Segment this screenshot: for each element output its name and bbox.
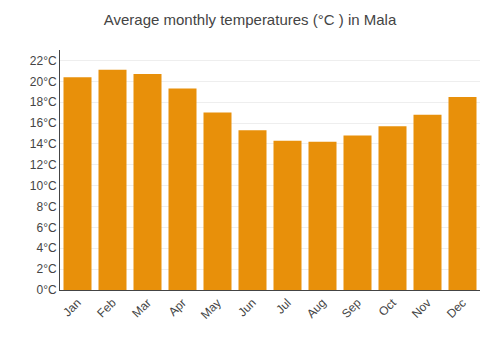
svg-text:Mar: Mar [129, 296, 154, 321]
svg-text:18°C: 18°C [30, 95, 57, 109]
svg-text:4°C: 4°C [36, 241, 56, 255]
svg-text:20°C: 20°C [30, 75, 57, 89]
svg-text:Sep: Sep [339, 296, 364, 321]
svg-text:May: May [198, 296, 224, 322]
svg-text:Nov: Nov [409, 296, 434, 321]
svg-text:Oct: Oct [376, 295, 400, 319]
svg-text:Jan: Jan [60, 296, 84, 320]
svg-text:12°C: 12°C [30, 158, 57, 172]
svg-text:10°C: 10°C [30, 179, 57, 193]
svg-text:0°C: 0°C [36, 283, 56, 297]
svg-text:Average monthly temperatures (: Average monthly temperatures (°C ) in Ma… [104, 11, 397, 28]
svg-text:16°C: 16°C [30, 116, 57, 130]
svg-text:Jul: Jul [273, 296, 294, 317]
svg-text:Jun: Jun [235, 296, 259, 320]
svg-text:6°C: 6°C [36, 221, 56, 235]
svg-text:Feb: Feb [94, 296, 119, 321]
svg-text:8°C: 8°C [36, 200, 56, 214]
svg-text:2°C: 2°C [36, 262, 56, 276]
svg-text:Dec: Dec [444, 296, 469, 321]
svg-text:Apr: Apr [166, 296, 189, 319]
svg-text:22°C: 22°C [30, 54, 57, 68]
svg-text:Aug: Aug [304, 296, 329, 321]
svg-text:14°C: 14°C [30, 137, 57, 151]
